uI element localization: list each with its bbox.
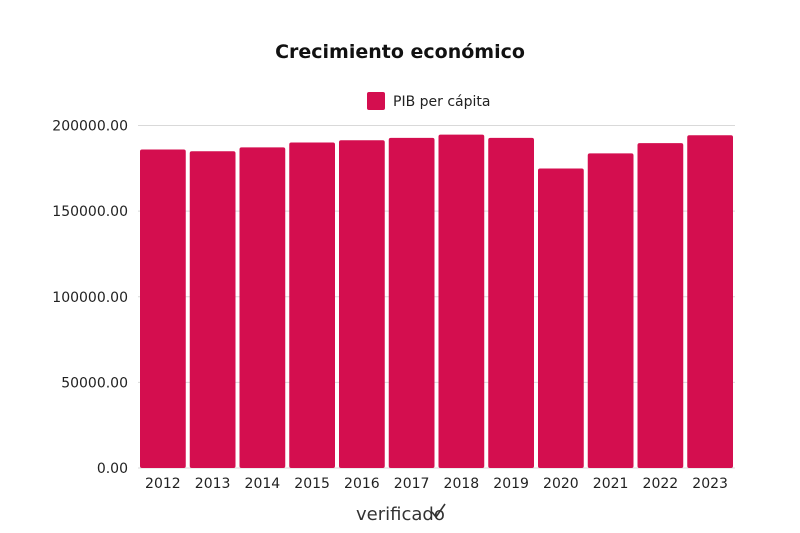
y-tick-label: 0.00: [97, 461, 128, 477]
bar-2012: [140, 149, 186, 468]
y-tick-label: 100000.00: [52, 290, 128, 306]
x-tick-label: 2014: [245, 476, 281, 492]
bar-2022: [637, 143, 684, 469]
chart-title: Crecimiento económico: [275, 41, 525, 63]
x-tick-label: 2012: [145, 476, 181, 492]
x-tick-label: 2017: [394, 476, 430, 492]
bar-2014: [239, 147, 286, 469]
x-tick-label: 2022: [643, 476, 679, 492]
bar-2019: [488, 137, 534, 468]
bar-2023: [687, 135, 733, 469]
brand-logo: verificado: [356, 503, 446, 525]
x-tick-label: 2016: [344, 476, 380, 492]
bar-2017: [388, 137, 435, 468]
y-tick-label: 50000.00: [61, 375, 128, 391]
y-tick-label: 150000.00: [52, 204, 128, 220]
x-tick-label: 2021: [593, 476, 629, 492]
bar-2015: [289, 142, 335, 469]
bar-2018: [438, 134, 485, 469]
x-tick-label: 2018: [444, 476, 480, 492]
checkmark-icon: [431, 503, 446, 519]
legend-label: PIB per cápita: [393, 94, 490, 110]
bar-2013: [189, 151, 236, 468]
x-tick-label: 2023: [692, 476, 728, 492]
x-tick-label: 2020: [543, 476, 579, 492]
x-tick-label: 2013: [195, 476, 231, 492]
bar-2016: [339, 140, 385, 469]
bar-2021: [587, 153, 634, 468]
y-tick-label: 200000.00: [52, 119, 128, 135]
logo-text: verificado: [356, 504, 445, 525]
bar-2020: [538, 168, 584, 468]
x-tick-label: 2019: [493, 476, 529, 492]
legend-swatch: [367, 92, 385, 110]
x-tick-label: 2015: [294, 476, 330, 492]
